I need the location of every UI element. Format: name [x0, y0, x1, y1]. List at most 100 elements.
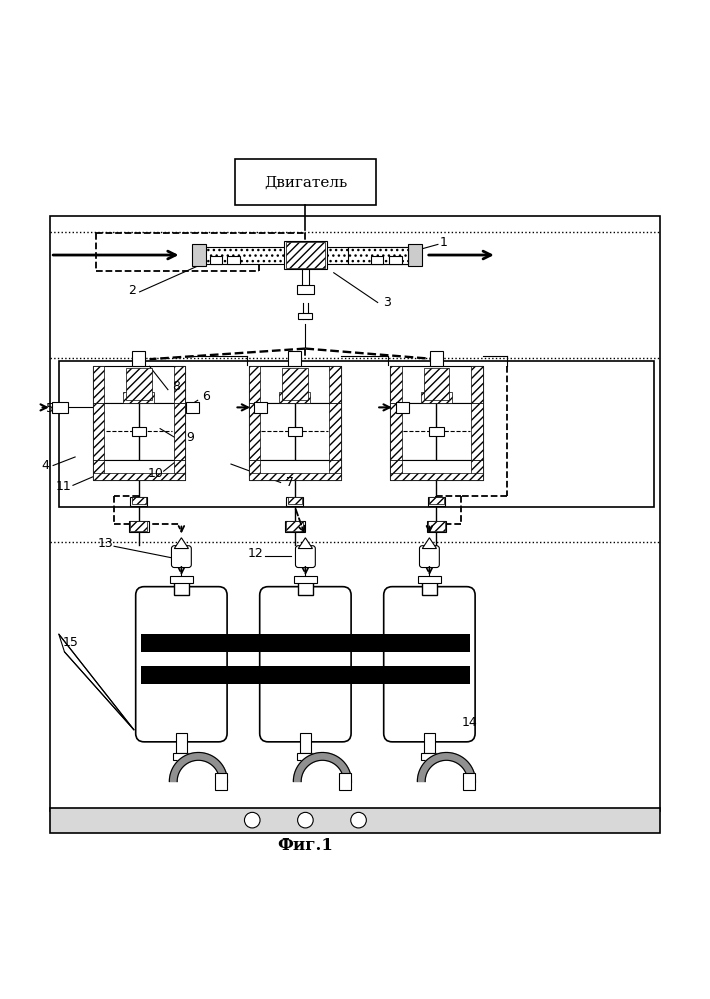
Bar: [209, 257, 222, 264]
Bar: [428, 498, 445, 505]
Bar: [329, 460, 341, 480]
Bar: [339, 773, 351, 790]
Bar: [93, 460, 185, 480]
Bar: [329, 367, 341, 404]
Bar: [408, 244, 422, 267]
Bar: [131, 521, 148, 530]
Bar: [284, 241, 327, 269]
Bar: [294, 576, 317, 583]
Bar: [248, 404, 341, 460]
Bar: [234, 160, 376, 206]
Bar: [421, 392, 452, 404]
Bar: [132, 498, 146, 504]
Text: Двигатель: Двигатель: [264, 176, 347, 190]
Bar: [124, 392, 155, 404]
Text: 13: 13: [98, 536, 114, 549]
Text: 5: 5: [46, 403, 54, 416]
Bar: [430, 351, 443, 367]
Text: 1: 1: [440, 237, 448, 250]
Bar: [427, 520, 447, 532]
Polygon shape: [417, 752, 476, 781]
Bar: [471, 404, 483, 460]
Bar: [174, 579, 189, 595]
Bar: [93, 404, 185, 460]
Text: 6: 6: [202, 391, 210, 404]
Bar: [288, 498, 302, 504]
Bar: [254, 402, 267, 413]
Bar: [297, 286, 314, 294]
Bar: [286, 521, 303, 530]
Bar: [174, 367, 185, 404]
Bar: [391, 473, 483, 480]
Polygon shape: [174, 537, 188, 548]
Bar: [141, 634, 470, 652]
Bar: [371, 257, 383, 264]
Bar: [471, 460, 483, 480]
Bar: [248, 367, 260, 404]
Bar: [421, 753, 438, 760]
Text: 11: 11: [55, 481, 71, 494]
Bar: [348, 247, 408, 264]
Bar: [430, 498, 444, 504]
Bar: [248, 460, 341, 480]
Text: 4: 4: [41, 459, 49, 472]
Bar: [93, 404, 104, 460]
FancyBboxPatch shape: [172, 545, 191, 567]
Bar: [389, 257, 402, 264]
Bar: [391, 404, 402, 460]
Bar: [173, 753, 190, 760]
Bar: [285, 243, 325, 268]
Bar: [282, 369, 307, 400]
Polygon shape: [422, 537, 437, 548]
Bar: [248, 460, 260, 480]
Bar: [279, 392, 310, 404]
Polygon shape: [298, 537, 312, 548]
Text: 10: 10: [147, 468, 163, 481]
Bar: [424, 369, 449, 400]
Bar: [170, 576, 192, 583]
Bar: [285, 520, 305, 532]
Bar: [248, 404, 260, 460]
Bar: [50, 808, 660, 832]
Bar: [391, 367, 483, 404]
Bar: [463, 773, 476, 790]
Bar: [288, 428, 302, 436]
Text: 3: 3: [383, 296, 390, 309]
Polygon shape: [293, 752, 351, 781]
Bar: [129, 520, 149, 532]
Bar: [430, 428, 444, 436]
Bar: [329, 404, 341, 460]
Text: 8: 8: [173, 380, 180, 393]
FancyBboxPatch shape: [383, 586, 475, 742]
Bar: [176, 733, 187, 753]
FancyBboxPatch shape: [260, 586, 351, 742]
Bar: [300, 733, 311, 753]
Bar: [248, 473, 341, 480]
FancyBboxPatch shape: [420, 545, 439, 567]
Bar: [298, 313, 312, 319]
Bar: [214, 773, 227, 790]
Bar: [428, 521, 445, 530]
Bar: [126, 369, 152, 400]
Bar: [133, 351, 146, 367]
Bar: [391, 460, 402, 480]
FancyBboxPatch shape: [295, 545, 315, 567]
Bar: [227, 257, 240, 264]
Bar: [391, 460, 483, 480]
Bar: [174, 460, 185, 480]
Text: 7: 7: [286, 476, 294, 489]
FancyBboxPatch shape: [136, 586, 227, 742]
Bar: [93, 367, 185, 404]
Bar: [131, 498, 148, 505]
Bar: [391, 367, 402, 404]
Bar: [93, 460, 104, 480]
Bar: [297, 579, 313, 595]
Bar: [391, 404, 483, 460]
Text: 2: 2: [128, 284, 136, 297]
Bar: [202, 247, 408, 264]
Text: 12: 12: [248, 546, 263, 559]
Circle shape: [351, 812, 366, 828]
Bar: [248, 367, 341, 404]
Text: Фиг.1: Фиг.1: [278, 837, 333, 854]
Bar: [174, 404, 185, 460]
